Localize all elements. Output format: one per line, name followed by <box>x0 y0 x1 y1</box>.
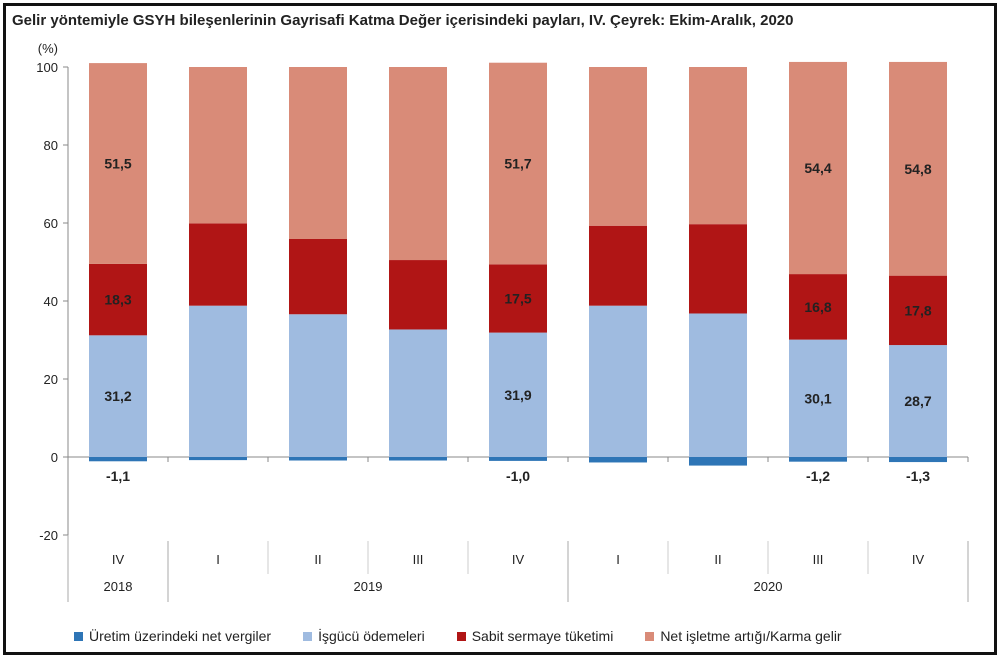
data-label: -1,3 <box>906 468 930 484</box>
x-tick-label: III <box>413 552 424 567</box>
data-label: 31,9 <box>504 387 531 403</box>
data-label: 30,1 <box>804 390 831 406</box>
bar-segment <box>889 61 947 276</box>
bar-segment <box>489 332 547 457</box>
bar-segment <box>489 264 547 333</box>
data-label: 17,8 <box>904 302 931 318</box>
bar-segment <box>289 314 347 457</box>
data-label: 17,5 <box>504 290 531 306</box>
data-label: 28,7 <box>904 393 931 409</box>
data-label: 51,5 <box>104 156 131 172</box>
legend-item: Sabit sermaye tüketimi <box>456 628 614 644</box>
bar-segment <box>589 305 647 457</box>
y-tick-label: 100 <box>36 60 58 75</box>
bar-segment <box>89 63 147 264</box>
legend-item: Üretim üzerindeki net vergiler <box>74 628 271 644</box>
legend-swatch <box>456 631 466 641</box>
y-tick-label: 80 <box>44 138 58 153</box>
y-tick-label: 60 <box>44 216 58 231</box>
chart-title: Gelir yöntemiyle GSYH bileşenlerinin Gay… <box>12 12 794 29</box>
bar-segment <box>889 345 947 457</box>
bar-segment <box>189 67 247 224</box>
bar-segment <box>189 305 247 457</box>
y-axis-label: (%) <box>38 41 58 56</box>
x-tick-label: I <box>216 552 220 567</box>
bar-segment <box>689 313 747 457</box>
x-tick-label: IV <box>912 552 925 567</box>
data-label: -1,2 <box>806 468 830 484</box>
y-tick-label: 0 <box>51 450 58 465</box>
bar-segment <box>589 457 647 463</box>
y-tick-label: -20 <box>39 528 58 543</box>
legend-label: Net işletme artığı/Karma gelir <box>660 628 842 644</box>
bar-segment <box>389 260 447 330</box>
bar-segment <box>189 223 247 306</box>
year-label: 2018 <box>104 579 133 594</box>
data-label: -1,1 <box>106 468 130 484</box>
data-label: 16,8 <box>804 299 831 315</box>
x-tick-label: II <box>314 552 321 567</box>
legend-label: Üretim üzerindeki net vergiler <box>89 628 272 644</box>
bar-segment <box>789 457 847 462</box>
data-label: 31,2 <box>104 388 131 404</box>
bar-segment <box>689 67 747 225</box>
bar-segment <box>189 457 247 461</box>
bar-segment <box>89 457 147 462</box>
bar-segment <box>789 339 847 457</box>
data-label: 51,7 <box>504 156 531 172</box>
x-tick-label: II <box>714 552 721 567</box>
bar-segment <box>589 225 647 306</box>
legend-swatch <box>74 631 83 641</box>
bar-segment <box>289 238 347 315</box>
bar-segment <box>389 457 447 461</box>
x-tick-label: IV <box>112 552 125 567</box>
data-label: 54,8 <box>904 161 931 177</box>
bar-segment <box>889 275 947 346</box>
legend-item: İşgücü ödemeleri <box>303 628 425 644</box>
x-tick-label: III <box>813 552 824 567</box>
legend-item: Net işletme artığı/Karma gelir <box>645 628 842 644</box>
bar-segment <box>889 457 947 463</box>
bar-segment <box>489 457 547 461</box>
y-tick-label: 40 <box>44 294 58 309</box>
data-label: -1,0 <box>506 468 530 484</box>
bar-segment <box>289 67 347 239</box>
bar-segment <box>89 335 147 457</box>
year-label: 2019 <box>354 579 383 594</box>
data-label: 18,3 <box>104 292 131 308</box>
bar-segment <box>689 224 747 314</box>
data-label: 54,4 <box>804 160 831 176</box>
y-tick-label: 20 <box>44 372 58 387</box>
legend-swatch <box>303 631 313 641</box>
bar-segment <box>789 61 847 275</box>
bar-segment <box>789 274 847 340</box>
legend-label: İşgücü ödemeleri <box>318 628 425 644</box>
legend-swatch <box>645 631 655 641</box>
bar-segment <box>489 62 547 265</box>
x-tick-label: I <box>616 552 620 567</box>
bar-segment <box>389 329 447 457</box>
legend: Üretim üzerindeki net vergiler İşgücü öde… <box>74 628 874 644</box>
legend-label: Sabit sermaye tüketimi <box>471 628 614 644</box>
bar-segment <box>389 67 447 261</box>
bar-segment <box>89 263 147 336</box>
year-label: 2020 <box>754 579 783 594</box>
x-tick-label: IV <box>512 552 525 567</box>
bar-segment <box>289 457 347 461</box>
bar-segment <box>589 67 647 226</box>
chart-frame: Gelir yöntemiyle GSYH bileşenlerinin Gay… <box>3 3 997 655</box>
bar-segment <box>689 457 747 466</box>
